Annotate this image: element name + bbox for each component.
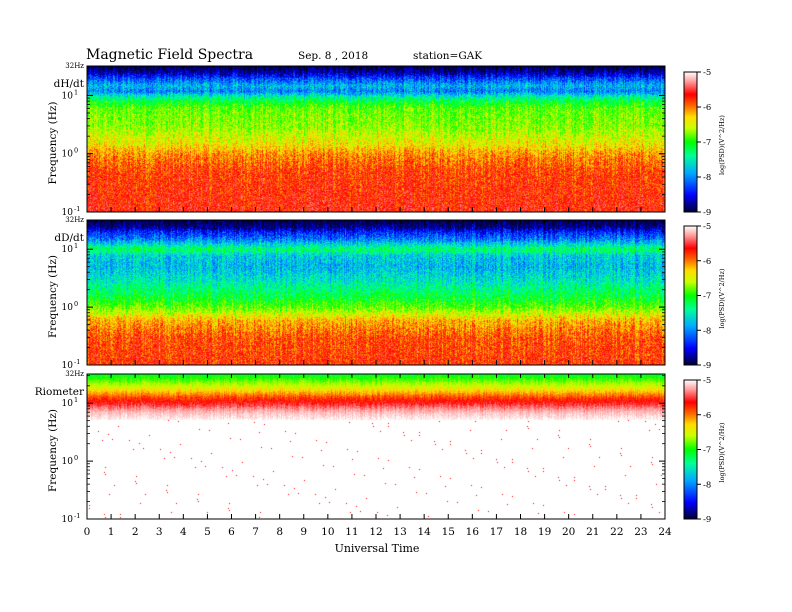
x-tick-label: 3 [156, 526, 163, 538]
x-tick-label: 21 [586, 526, 599, 538]
top-frequency-label: 32Hz [65, 62, 84, 70]
station-label: station=GAK [413, 50, 482, 62]
y-tick-exponent: 1 [74, 88, 78, 96]
x-tick-label: 9 [300, 526, 307, 538]
x-tick-label: 24 [658, 526, 672, 538]
y-tick-label: 10 [62, 303, 74, 313]
y-axis-title: Frequency (Hz) [47, 255, 59, 338]
colorbar-tick-label: -6 [703, 103, 711, 113]
x-tick-label: 18 [514, 526, 527, 538]
colorbar-tick-label: -8 [703, 326, 711, 336]
colorbar-tick-label: -8 [703, 173, 711, 183]
x-tick-label: 20 [562, 526, 575, 538]
colorbar-tick-label: -7 [703, 292, 711, 302]
top-frequency-label: 32Hz [65, 216, 84, 224]
y-tick-exponent: -1 [74, 205, 80, 213]
y-tick-exponent: -1 [74, 358, 80, 366]
y-tick-label: 10 [62, 515, 74, 525]
spectrogram-image [87, 374, 665, 519]
colorbar: -5 -6 -7 -8 -9 log(PSD)(V^2/Hz) [683, 376, 726, 525]
y-tick-label: 10 [62, 150, 74, 160]
x-tick-label: 5 [204, 526, 211, 538]
x-tick-label: 11 [345, 526, 358, 538]
y-tick-exponent: 1 [74, 396, 78, 404]
colorbar-label: log(PSD)(V^2/Hz) [718, 422, 726, 482]
colorbar-tick-label: -5 [703, 222, 711, 232]
figure-title: Magnetic Field Spectra [86, 47, 253, 63]
colorbar-tick-label: -8 [703, 480, 711, 490]
colorbar: -5 -6 -7 -8 -9 log(PSD)(V^2/Hz) [683, 222, 726, 371]
date-label: Sep. 8 , 2018 [298, 50, 368, 62]
x-tick-label: 23 [634, 526, 647, 538]
colorbar-tick-label: -9 [703, 515, 711, 525]
x-axis-title: Universal Time [335, 542, 420, 555]
spectrogram-image [87, 66, 665, 212]
colorbar-ramp [683, 71, 698, 213]
y-tick-label: 10 [62, 361, 74, 371]
x-tick-label: 12 [369, 526, 382, 538]
colorbar-tick-label: -6 [703, 411, 711, 421]
x-tick-label: 0 [84, 526, 91, 538]
colorbar-label: log(PSD)(V^2/Hz) [718, 268, 726, 328]
colorbar-tick-label: -5 [703, 68, 711, 78]
colorbar-tick-label: -5 [703, 376, 711, 386]
colorbar-ramp [683, 225, 698, 366]
y-tick-exponent: 0 [74, 300, 78, 308]
x-tick-label: 10 [321, 526, 334, 538]
y-tick-exponent: 1 [74, 242, 78, 250]
colorbar-tick-label: -9 [703, 208, 711, 218]
x-tick-label: 16 [466, 526, 480, 538]
colorbar-tick-label: -7 [703, 138, 711, 148]
y-tick-label: 10 [62, 208, 74, 218]
x-tick-label: 15 [442, 526, 455, 538]
x-tick-label: 13 [393, 526, 406, 538]
colorbar-tick-label: -9 [703, 361, 711, 371]
colorbar-ramp [683, 379, 698, 520]
y-tick-label: 10 [62, 457, 74, 467]
y-axis-title: Frequency (Hz) [47, 101, 59, 184]
y-tick-label: 10 [62, 245, 74, 255]
x-tick-label: 19 [538, 526, 551, 538]
panel-label: Riometer [35, 386, 85, 398]
y-tick-label: 10 [62, 91, 74, 101]
colorbar: -5 -6 -7 -8 -9 log(PSD)(V^2/Hz) [683, 68, 726, 218]
panel-label: dD/dt [54, 232, 84, 244]
x-tick-label: 14 [417, 526, 431, 538]
panel-label: dH/dt [54, 78, 85, 90]
x-tick-label: 7 [252, 526, 259, 538]
y-tick-exponent: 0 [74, 147, 78, 155]
top-frequency-label: 32Hz [65, 370, 84, 378]
x-tick-label: 2 [132, 526, 139, 538]
x-tick-label: 1 [108, 526, 115, 538]
y-axis-title: Frequency (Hz) [47, 409, 59, 492]
x-tick-label: 6 [228, 526, 235, 538]
x-tick-label: 17 [490, 526, 503, 538]
colorbar-tick-label: -7 [703, 446, 711, 456]
x-tick-label: 22 [610, 526, 623, 538]
colorbar-label: log(PSD)(V^2/Hz) [718, 115, 726, 175]
y-tick-exponent: 0 [74, 454, 78, 462]
x-tick-label: 4 [180, 526, 187, 538]
spectrogram-image [87, 220, 665, 365]
x-tick-label: 8 [276, 526, 283, 538]
y-tick-exponent: -1 [74, 512, 80, 520]
colorbar-tick-label: -6 [703, 257, 711, 267]
x-axis: 0 1 2 3 4 5 6 7 8 9 10 11 12 13 14 15 16 17 18 19 20 21 22 23 24 [84, 66, 672, 538]
y-tick-label: 10 [62, 399, 74, 409]
